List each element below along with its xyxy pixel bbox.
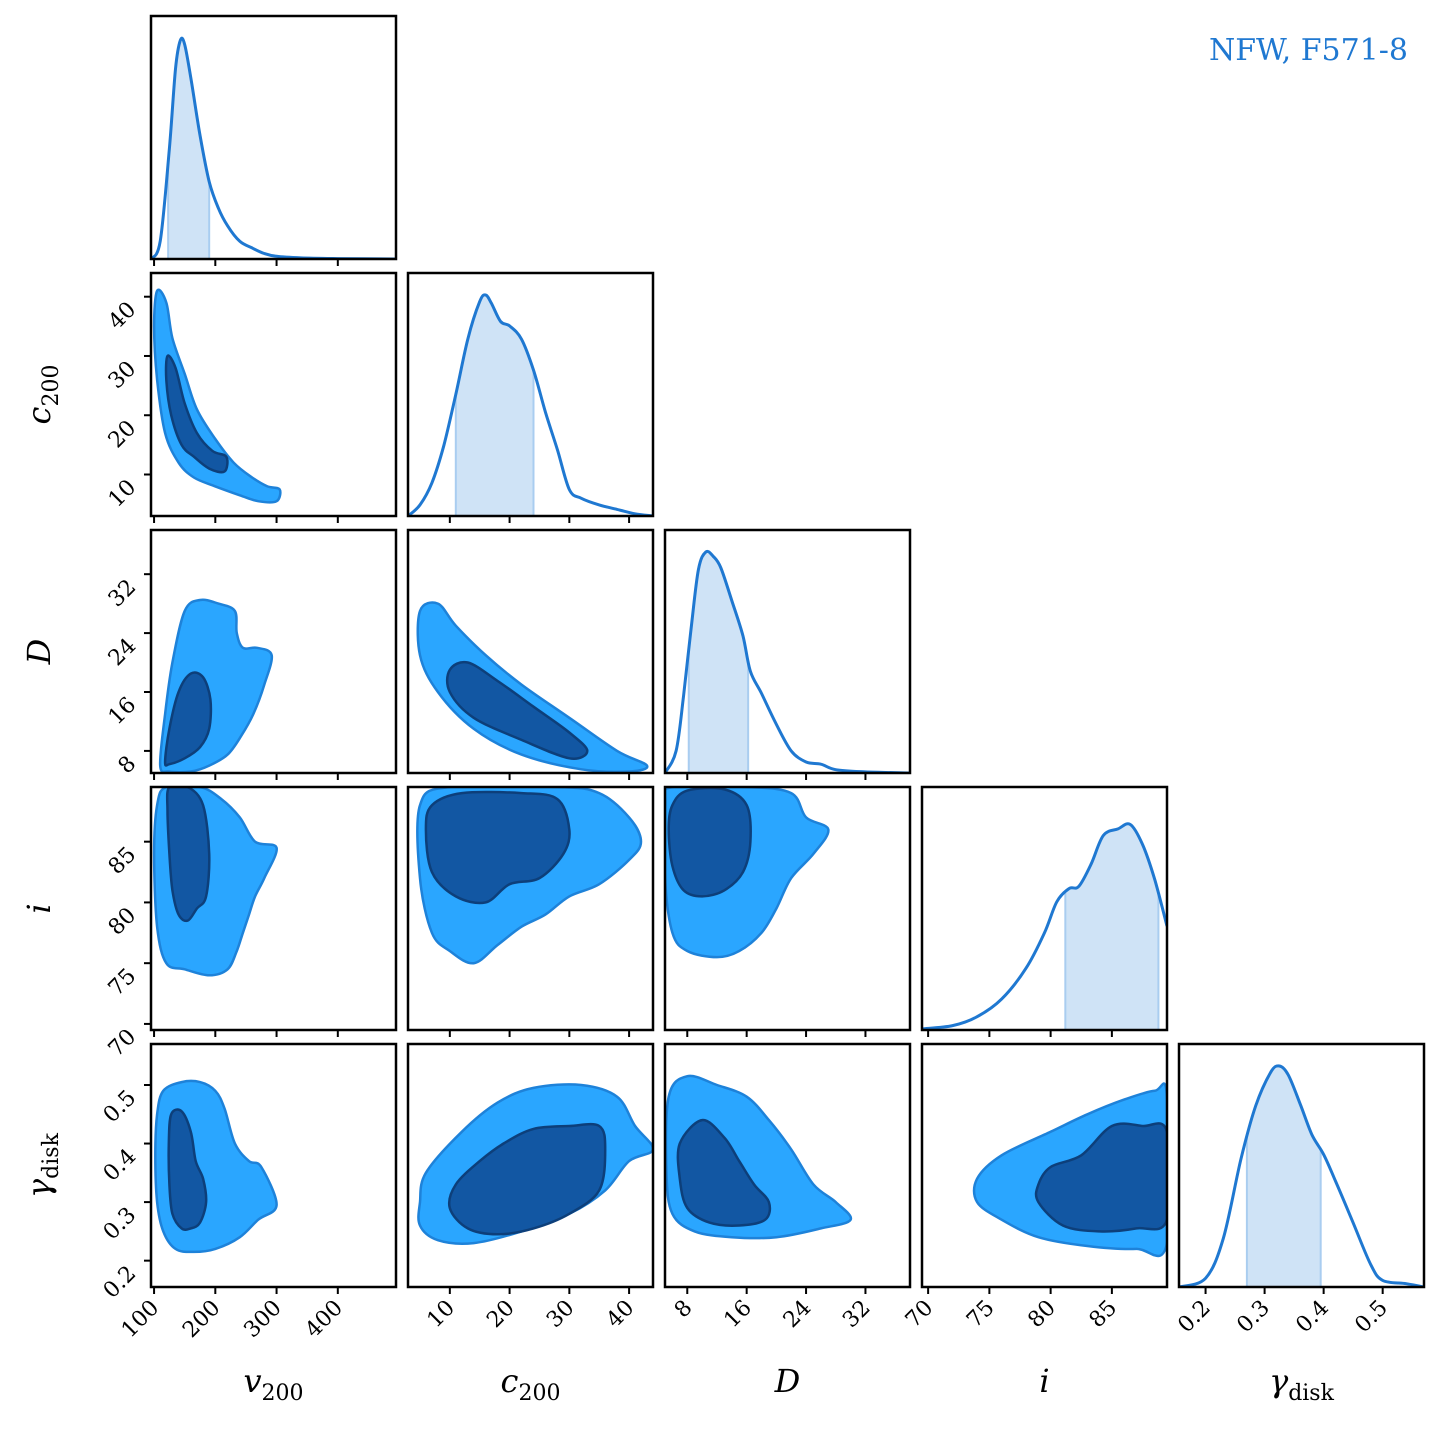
credible-interval-i xyxy=(1065,824,1159,1030)
x-tick-label-i: 85 xyxy=(1085,1296,1122,1333)
contour-68-i-gdisk xyxy=(1034,1122,1167,1233)
legend-text: NFW, F571-8 xyxy=(1209,33,1408,68)
panel-frame xyxy=(663,1042,912,1289)
x-tick-label-gdisk: 0.2 xyxy=(1173,1296,1215,1338)
x-tick-label-D: 32 xyxy=(838,1296,875,1333)
x-tick-label-v200: 300 xyxy=(239,1296,286,1343)
panel-frame xyxy=(406,785,655,1032)
axis-symbol: D xyxy=(20,639,58,666)
x-tick-label-c200: 40 xyxy=(602,1296,639,1333)
panel-frame xyxy=(663,785,912,1032)
marginal-curve-i xyxy=(922,822,1167,1030)
panel-frame xyxy=(920,1042,1169,1289)
x-tick-label-D: 24 xyxy=(779,1296,816,1333)
axis-subscript: 200 xyxy=(39,365,64,407)
contour-68-D-gdisk xyxy=(676,1118,772,1227)
axis-subscript: 200 xyxy=(518,1381,560,1406)
x-tick-label-v200: 100 xyxy=(117,1296,164,1343)
x-tick-label-i: 70 xyxy=(901,1296,938,1333)
x-axis-label-c200: c200 xyxy=(501,1362,561,1406)
y-tick-label-c200: 30 xyxy=(104,357,141,394)
contour-68-v200-c200 xyxy=(164,354,229,474)
contour-68-v200-i xyxy=(165,787,211,923)
axis-symbol: i xyxy=(20,903,58,913)
axis-symbol: i xyxy=(1039,1362,1049,1400)
y-tick-label-gdisk: 0.5 xyxy=(99,1086,141,1128)
x-axis-label-i: i xyxy=(1039,1362,1049,1400)
panel-frame xyxy=(149,785,398,1032)
x-tick-label-i: 75 xyxy=(962,1296,999,1333)
panel-frame xyxy=(149,1042,398,1289)
contour-95-c200-D xyxy=(416,601,649,773)
contour-68-v200-gdisk xyxy=(167,1108,208,1232)
axis-symbol: D xyxy=(774,1362,801,1400)
y-tick-label-c200: 10 xyxy=(104,475,141,512)
y-axis-label-gdisk: γdisk xyxy=(20,1132,64,1198)
y-tick-label-gdisk: 0.3 xyxy=(99,1203,141,1245)
panel-frame xyxy=(406,1042,655,1289)
x-axis-label-v200: v200 xyxy=(243,1362,303,1406)
y-axis-label-D: D xyxy=(20,639,58,666)
contour-68-c200-D xyxy=(445,660,589,760)
axis-subscript: 200 xyxy=(262,1381,304,1406)
panel-frame xyxy=(406,528,655,775)
axis-symbol: γ xyxy=(1269,1362,1289,1400)
marginal-curve-gdisk xyxy=(1179,1064,1424,1287)
x-tick-label-i: 80 xyxy=(1023,1296,1060,1333)
marginal-curve-D xyxy=(665,549,910,773)
credible-interval-D xyxy=(688,552,749,773)
x-tick-label-D: 8 xyxy=(670,1296,698,1324)
contour-68-c200-i xyxy=(424,790,571,905)
panel-frame xyxy=(663,528,912,775)
x-tick-label-c200: 30 xyxy=(542,1296,579,1333)
y-axis-label-i: i xyxy=(20,903,58,913)
x-tick-label-c200: 10 xyxy=(423,1296,460,1333)
x-tick-label-D: 16 xyxy=(719,1296,756,1333)
x-tick-label-v200: 400 xyxy=(301,1296,348,1343)
y-tick-label-c200: 40 xyxy=(104,297,141,334)
contour-68-v200-D xyxy=(163,671,213,767)
panel-frame xyxy=(149,14,398,261)
credible-interval-c200 xyxy=(455,295,534,516)
y-tick-label-D: 16 xyxy=(104,693,141,730)
y-tick-label-i: 80 xyxy=(104,903,141,940)
y-tick-label-i: 75 xyxy=(104,964,141,1001)
y-tick-label-D: 32 xyxy=(104,575,141,612)
marginal-curve-c200 xyxy=(408,293,653,516)
panel-frame xyxy=(149,271,398,518)
axis-symbol: c xyxy=(20,406,58,424)
y-tick-label-i: 85 xyxy=(104,842,141,879)
y-tick-label-gdisk: 0.4 xyxy=(99,1144,141,1186)
axis-symbol: γ xyxy=(20,1178,58,1198)
contour-68-D-i xyxy=(667,787,752,898)
marginal-curve-v200 xyxy=(151,36,396,259)
axis-subscript: disk xyxy=(39,1132,64,1178)
x-axis-label-gdisk: γdisk xyxy=(1269,1362,1335,1406)
credible-interval-v200 xyxy=(168,40,210,259)
panel-frame xyxy=(406,271,655,518)
y-tick-label-i: 70 xyxy=(104,1024,141,1061)
y-tick-label-c200: 20 xyxy=(104,416,141,453)
y-tick-label-D: 8 xyxy=(114,751,142,779)
y-axis-label-c200: c200 xyxy=(20,365,64,425)
y-tick-label-D: 24 xyxy=(104,634,141,671)
x-tick-label-c200: 20 xyxy=(482,1296,519,1333)
x-tick-label-gdisk: 0.5 xyxy=(1350,1296,1392,1338)
y-tick-label-gdisk: 0.2 xyxy=(99,1261,141,1303)
axis-symbol: v xyxy=(243,1362,261,1400)
contour-68-c200-gdisk xyxy=(447,1122,607,1236)
panel-frame xyxy=(1177,1042,1426,1289)
axis-subscript: disk xyxy=(1288,1381,1334,1406)
credible-interval-gdisk xyxy=(1246,1066,1321,1287)
x-tick-label-gdisk: 0.3 xyxy=(1232,1296,1274,1338)
x-tick-label-v200: 200 xyxy=(178,1296,225,1343)
panel-frame xyxy=(920,785,1169,1032)
x-axis-label-D: D xyxy=(774,1362,801,1400)
axis-symbol: c xyxy=(501,1362,519,1400)
panel-frame xyxy=(149,528,398,775)
x-tick-label-gdisk: 0.4 xyxy=(1291,1296,1333,1338)
